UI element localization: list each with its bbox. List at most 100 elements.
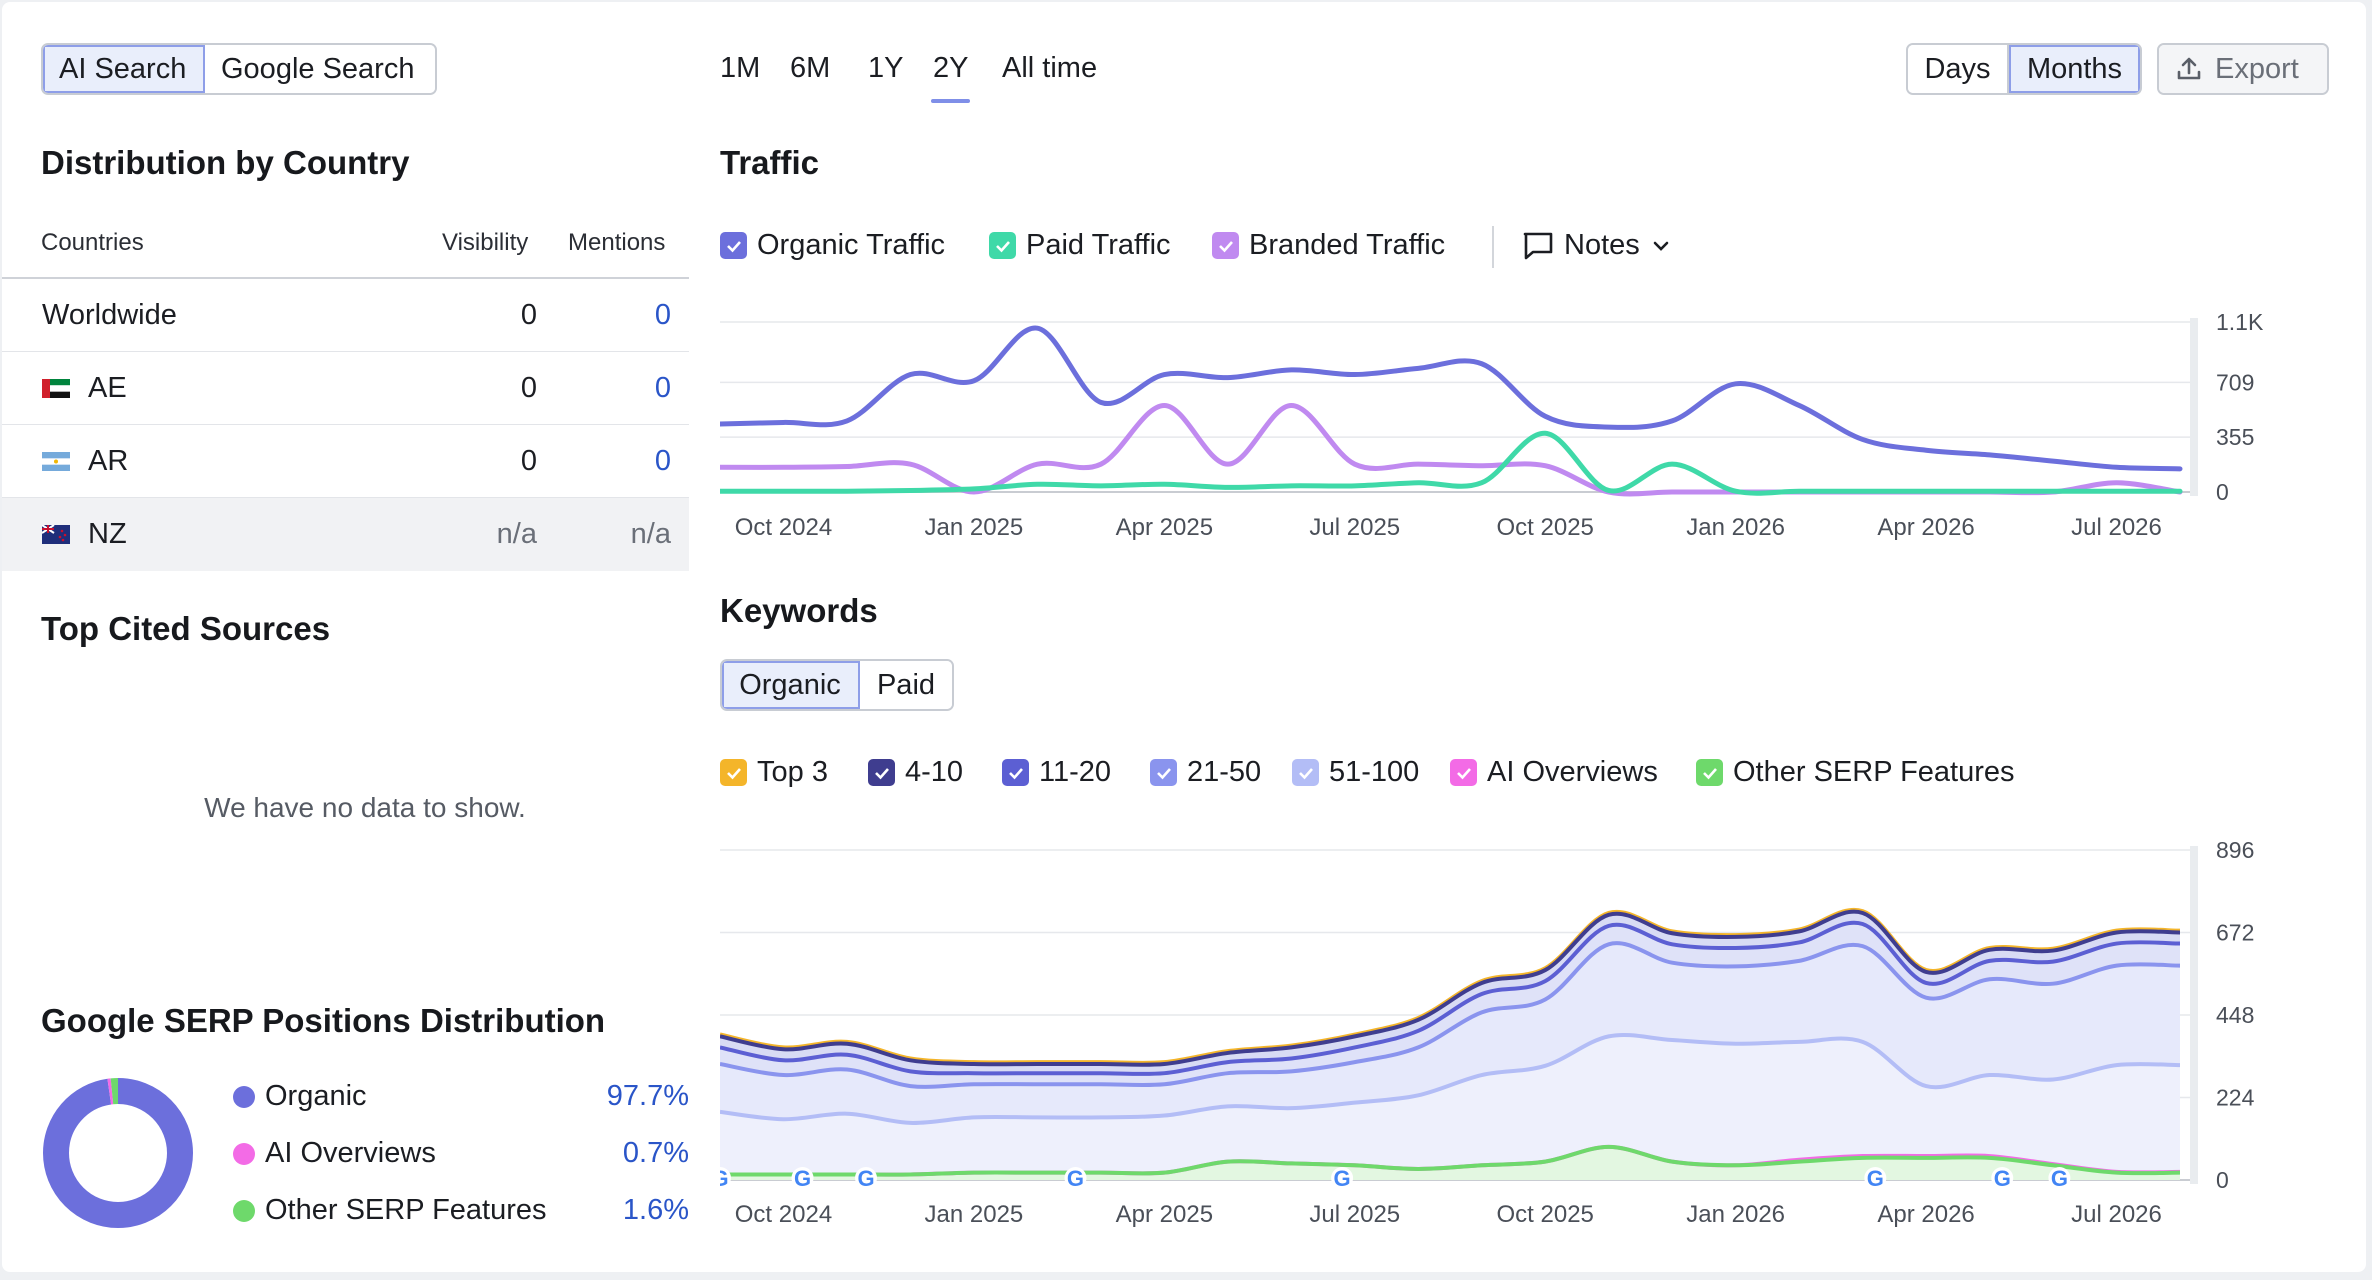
google-update-icon[interactable]: G [2048, 1166, 2071, 1191]
google-update-icon[interactable]: G [1064, 1166, 1087, 1191]
chart-scroll-edge [2190, 318, 2198, 496]
y-tick-label: 1.1K [2216, 309, 2264, 335]
area-fill [720, 1034, 2180, 1180]
legend-label: Organic Traffic [757, 229, 946, 261]
range-2y[interactable]: 2Y [930, 52, 972, 103]
legend-item-4-10[interactable]: 4-10 [868, 756, 963, 789]
table-row[interactable]: NZ n/a n/a [2, 498, 689, 571]
serp-legend-other: Other SERP Features 1.6% [233, 1194, 689, 1227]
legend-divider [1492, 226, 1494, 268]
mentions-link[interactable]: 0 [654, 299, 671, 331]
google-search-tab[interactable]: Google Search [205, 45, 435, 93]
google-update-icon[interactable]: G [1864, 1166, 1887, 1191]
serp-legend-value: 1.6% [622, 1194, 689, 1226]
series-line[interactable] [720, 941, 2181, 1089]
serp-donut-chart [43, 1078, 193, 1228]
y-tick-label: 355 [2216, 424, 2254, 450]
legend-item-top-3[interactable]: Top 3 [720, 756, 828, 789]
serp-legend-label: AI Overviews [265, 1137, 436, 1169]
google-update-icon[interactable]: G [1331, 1166, 1354, 1191]
range-all-time[interactable]: All time [1002, 52, 1098, 84]
notes-dropdown[interactable]: Notes [1522, 229, 1672, 262]
x-tick-label: Jul 2025 [1309, 1201, 1400, 1228]
keywords-title: Keywords [720, 592, 878, 629]
serp-legend-ai-overviews: AI Overviews 0.7% [233, 1137, 689, 1170]
legend-label: AI Overviews [1487, 756, 1658, 788]
export-button[interactable]: Export [2157, 43, 2329, 95]
svg-text:G: G [1994, 1166, 2011, 1191]
google-update-icon[interactable]: G [1991, 1166, 2014, 1191]
svg-text:G: G [1867, 1166, 1884, 1191]
mentions-link[interactable]: 0 [654, 445, 671, 477]
series-line[interactable] [720, 325, 2183, 472]
country-name: Worldwide [42, 299, 177, 331]
google-update-icon[interactable]: G [791, 1166, 814, 1191]
y-tick-label: 0 [2216, 1167, 2229, 1193]
series-line[interactable] [720, 909, 2181, 1067]
legend-item-51-100[interactable]: 51-100 [1292, 756, 1419, 789]
granularity-switch: Days Months [1906, 43, 2142, 95]
ar-flag-icon [42, 452, 70, 471]
svg-text:G: G [1334, 1166, 1351, 1191]
legend-label: 21-50 [1187, 756, 1262, 788]
comment-icon [1523, 232, 1553, 259]
traffic-chart[interactable]: 0 355 709 1.1K Oct 2024 Jan 2025 Apr 2025 Jul 2… [720, 302, 2360, 552]
distribution-table-header: Countries Visibility Mentions [2, 207, 689, 279]
organic-tab[interactable]: Organic [722, 661, 860, 709]
days-button[interactable]: Days [1908, 45, 2009, 93]
top-cited-title: Top Cited Sources [41, 610, 331, 647]
empty-state-text: We have no data to show. [204, 792, 526, 823]
donut-slice-organic[interactable] [43, 1078, 193, 1228]
legend-item-21-50[interactable]: 21-50 [1150, 756, 1261, 789]
x-tick-label: Apr 2025 [1116, 1201, 1213, 1228]
ai-search-tab[interactable]: AI Search [43, 45, 205, 93]
google-update-icon[interactable]: G [855, 1166, 877, 1191]
series-line[interactable] [720, 1144, 2181, 1177]
range-1m[interactable]: 1M [720, 52, 761, 84]
mentions-link[interactable]: 0 [654, 372, 671, 404]
serp-distribution-title: Google SERP Positions Distribution [41, 1002, 606, 1039]
col-visibility[interactable]: Visibility [442, 229, 529, 256]
checkbox-checked-icon [1450, 759, 1477, 786]
series-line[interactable] [720, 430, 2183, 496]
table-row[interactable]: AE 0 0 [2, 352, 689, 425]
months-button[interactable]: Months [2009, 45, 2140, 93]
ai-overviews-dot-icon [233, 1142, 255, 1165]
visibility-value: 0 [520, 445, 537, 477]
range-6m[interactable]: 6M [790, 52, 831, 84]
col-mentions[interactable]: Mentions [568, 229, 666, 256]
checkbox-checked-icon [989, 232, 1016, 259]
serp-legend-label: Organic [265, 1080, 367, 1112]
search-type-switch: AI Search Google Search [41, 43, 437, 95]
export-label: Export [2215, 52, 2299, 85]
legend-item-ai-overviews[interactable]: AI Overviews [1450, 756, 1658, 789]
series-line[interactable] [720, 402, 2183, 497]
google-update-icon[interactable]: G [720, 1166, 731, 1191]
donut-slice-other-serp[interactable] [43, 1078, 193, 1228]
svg-text:G: G [1067, 1166, 1084, 1191]
x-tick-label: Apr 2026 [1877, 1201, 1974, 1228]
legend-paid-traffic[interactable]: Paid Traffic [989, 229, 1171, 262]
organic-dot-icon [233, 1085, 255, 1108]
paid-tab[interactable]: Paid [860, 661, 952, 709]
series-line[interactable] [720, 1032, 2181, 1125]
range-1y[interactable]: 1Y [868, 52, 904, 84]
nz-flag-icon [42, 525, 70, 544]
y-tick-label: 709 [2216, 369, 2254, 395]
upload-icon [2177, 57, 2201, 80]
table-row[interactable]: AR 0 0 [2, 425, 689, 498]
legend-item-other-serp-features[interactable]: Other SERP Features [1696, 756, 2015, 789]
chart-scroll-edge [2190, 846, 2198, 1184]
x-tick-label: Jan 2026 [1686, 1201, 1785, 1228]
serp-legend-organic: Organic 97.7% [233, 1080, 689, 1113]
serp-legend-value: 97.7% [606, 1080, 689, 1112]
legend-branded-traffic[interactable]: Branded Traffic [1212, 229, 1445, 262]
series-line[interactable] [720, 920, 2181, 1077]
legend-organic-traffic[interactable]: Organic Traffic [720, 229, 945, 262]
checkbox-checked-icon [1292, 759, 1319, 786]
x-tick-label: Jul 2026 [2071, 1201, 2162, 1228]
area-fill [720, 1146, 2180, 1180]
legend-item-11-20[interactable]: 11-20 [1002, 756, 1111, 789]
table-row[interactable]: Worldwide 0 0 [2, 279, 689, 352]
